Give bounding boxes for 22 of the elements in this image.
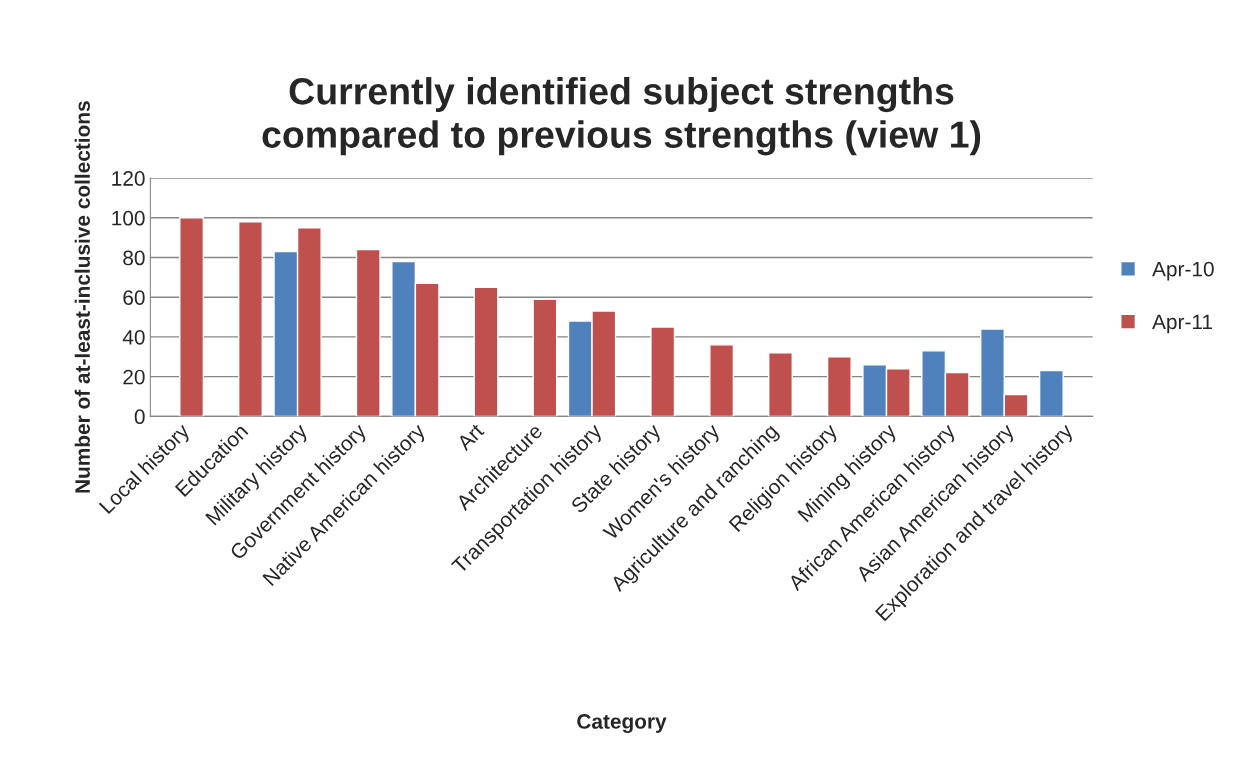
legend-label: Apr-11 (1152, 314, 1213, 334)
y-tick-label: 40 (122, 329, 145, 345)
y-tick-label: 100 (112, 210, 145, 226)
legend-label: Apr-10 (1152, 261, 1214, 281)
bar (238, 221, 263, 417)
y-tick-label: 20 (123, 369, 145, 385)
bar (473, 286, 499, 417)
y-tick-label: 80 (123, 250, 145, 266)
bar (650, 326, 676, 417)
y-axis-title: Number of at-least-inclusive collections (74, 101, 90, 493)
bar (709, 344, 735, 417)
chart-title: Currently identified subject strengths compared to previous strengths (view 1) (262, 77, 981, 156)
x-axis-title: Category (577, 714, 667, 734)
y-tick-label: 60 (123, 290, 145, 305)
bar (826, 356, 852, 417)
bar (179, 217, 205, 417)
bar (355, 248, 381, 417)
bar (532, 298, 558, 417)
y-tick-label: 0 (134, 409, 145, 425)
bar (1038, 369, 1064, 417)
y-tick-label: 120 (112, 171, 145, 186)
bar (768, 352, 793, 417)
